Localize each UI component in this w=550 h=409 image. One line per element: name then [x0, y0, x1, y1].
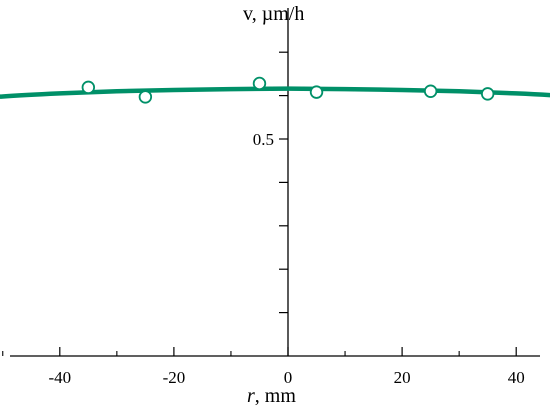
- data-point: [252, 76, 267, 91]
- data-point: [423, 84, 438, 98]
- y-axis-label: v, µm/h: [243, 3, 305, 25]
- tick-labels: -60-40-2002040600.5: [48, 130, 525, 387]
- data-point: [81, 80, 96, 95]
- axes: [10, 8, 540, 357]
- x-tick-label: 0: [284, 368, 293, 387]
- x-tick-label: -40: [48, 368, 71, 387]
- data-point: [309, 85, 324, 99]
- x-axis-variable: r: [247, 385, 255, 407]
- x-tick-label: 40: [508, 368, 525, 387]
- data-points: [81, 76, 495, 104]
- axis-ticks: [2, 51, 517, 356]
- x-axis-label: r, mm: [247, 385, 296, 408]
- fit-line-series: [0, 86, 550, 99]
- data-point: [480, 87, 495, 101]
- fit-line: [0, 86, 550, 99]
- x-tick-label: 20: [394, 368, 411, 387]
- y-tick-label: 0.5: [253, 130, 274, 149]
- data-point: [138, 90, 153, 104]
- x-tick-label: -20: [163, 368, 186, 387]
- x-axis-unit: , mm: [254, 385, 296, 407]
